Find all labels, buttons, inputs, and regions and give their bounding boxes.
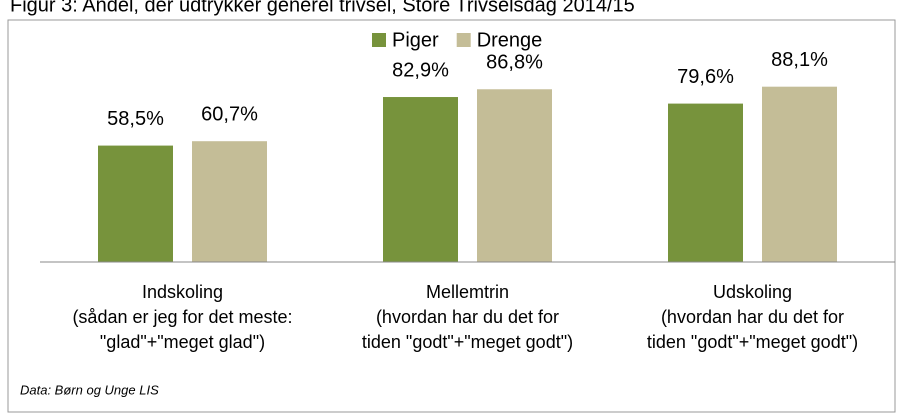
x-tick-label: Mellemtrin (hvordan har du det for tiden… [361, 282, 574, 352]
value-label: 88,1% [771, 49, 828, 71]
bar [762, 86, 837, 262]
bar [477, 89, 552, 262]
legend-label: Drenge [477, 29, 543, 51]
legend-swatch [456, 33, 471, 47]
legend-label: Piger [392, 29, 439, 51]
bar [383, 97, 458, 263]
value-label: 60,7% [201, 103, 258, 125]
value-label: 79,6% [677, 66, 734, 88]
value-label: 58,5% [107, 108, 164, 130]
value-label: 86,8% [486, 52, 543, 74]
frame [7, 19, 896, 413]
x-tick-label: Udskoling (hvordan har du det for tiden … [646, 282, 859, 352]
chart-title: Figur 3: Andel, der udtrykker generel tr… [10, 0, 635, 16]
bar [668, 103, 743, 262]
x-tick-label: Indskoling (sådan er jeg for det meste: … [72, 282, 293, 352]
value-label: 82,9% [392, 59, 449, 81]
bar [192, 141, 267, 262]
bar [98, 145, 173, 262]
source: Data: Børn og Unge LIS [20, 382, 159, 397]
legend-swatch [372, 33, 386, 47]
